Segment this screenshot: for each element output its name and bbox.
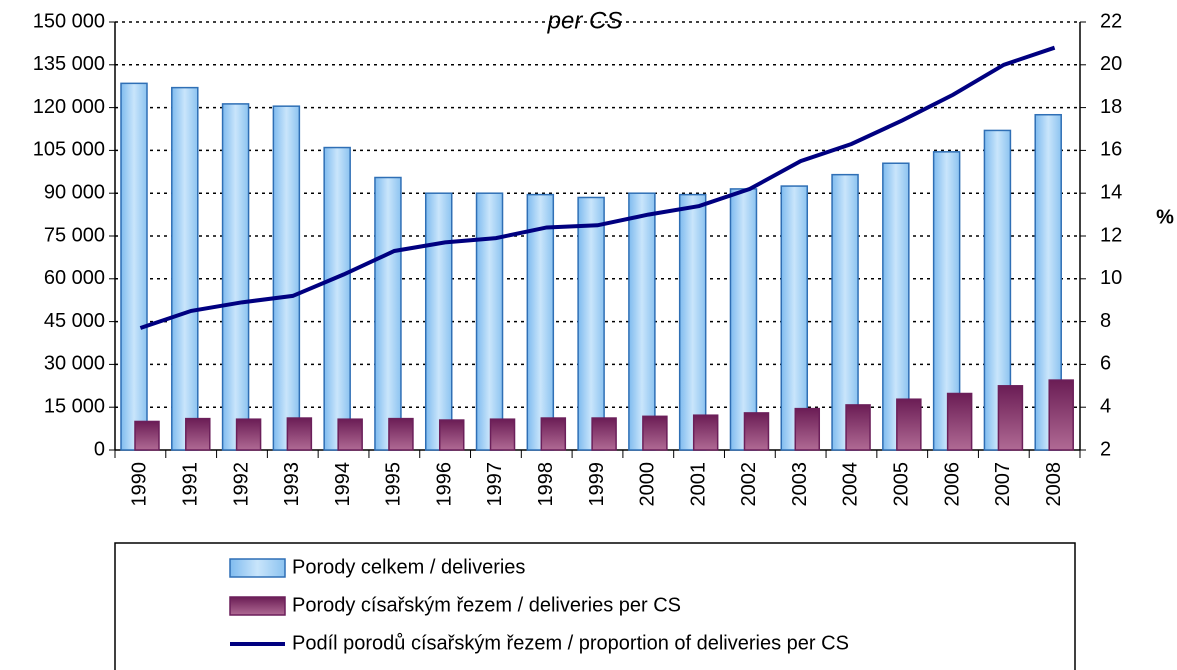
x-tick-label: 1999 xyxy=(586,462,608,507)
bar xyxy=(678,193,707,451)
bar xyxy=(374,176,402,451)
bar xyxy=(794,407,821,451)
bar xyxy=(489,418,516,451)
y2-tick-label: 8 xyxy=(1100,310,1111,332)
bar xyxy=(388,417,414,451)
bar xyxy=(845,404,871,451)
bar xyxy=(526,193,555,451)
y2-tick-label: 2 xyxy=(1100,438,1111,460)
y2-tick-label: 12 xyxy=(1100,224,1122,246)
x-tick-label: 1990 xyxy=(129,462,151,507)
bar xyxy=(591,417,617,451)
y2-tick-label: 10 xyxy=(1100,267,1122,289)
y-tick-label: 90 000 xyxy=(44,181,105,203)
bar xyxy=(120,82,148,451)
x-tick-label: 2005 xyxy=(891,462,913,507)
bar xyxy=(337,418,363,451)
y-tick-label: 75 000 xyxy=(44,224,105,246)
bar xyxy=(272,105,301,451)
y-tick-label: 120 000 xyxy=(33,96,105,118)
y-tick-label: 15 000 xyxy=(44,395,105,417)
bar xyxy=(1048,379,1074,451)
chart-title: per CS xyxy=(547,7,623,34)
x-tick-label: 2008 xyxy=(1043,462,1065,507)
x-tick-label: 1991 xyxy=(179,462,201,507)
bar xyxy=(946,392,973,451)
y2-axis-label: % xyxy=(1156,206,1174,228)
bar xyxy=(692,414,719,451)
bar xyxy=(185,417,211,451)
bar xyxy=(896,398,922,451)
x-tick-label: 2002 xyxy=(738,462,760,507)
legend-swatch xyxy=(229,596,286,616)
y2-tick-label: 20 xyxy=(1100,53,1122,75)
bar xyxy=(171,86,199,451)
x-tick-label: 1993 xyxy=(281,462,303,507)
bar xyxy=(235,418,262,451)
x-tick-label: 2000 xyxy=(637,462,659,507)
legend-label: Podíl porodů císařským řezem / proportio… xyxy=(292,632,849,654)
y-tick-label: 0 xyxy=(94,438,105,460)
bar xyxy=(286,417,313,451)
x-tick-label: 1998 xyxy=(535,462,557,507)
y-tick-label: 30 000 xyxy=(44,353,105,375)
bar xyxy=(577,196,605,451)
x-tick-label: 2003 xyxy=(789,462,811,507)
y-tick-label: 135 000 xyxy=(33,53,105,75)
bar xyxy=(831,173,859,451)
bar xyxy=(424,192,453,451)
x-tick-label: 2001 xyxy=(687,462,709,507)
bar xyxy=(134,420,160,451)
bar xyxy=(743,412,770,451)
y2-tick-label: 18 xyxy=(1100,96,1122,118)
x-tick-label: 2006 xyxy=(941,462,963,507)
bar xyxy=(997,385,1024,451)
bar xyxy=(221,103,250,451)
legend-label: Porody celkem / deliveries xyxy=(292,556,525,578)
bar xyxy=(628,192,656,451)
y2-tick-label: 16 xyxy=(1100,139,1122,161)
x-tick-label: 1996 xyxy=(433,462,455,507)
bar xyxy=(729,188,758,451)
bar xyxy=(323,146,351,451)
x-tick-label: 1992 xyxy=(230,462,252,507)
bar xyxy=(475,192,504,451)
line xyxy=(139,45,1056,330)
x-tick-label: 1995 xyxy=(383,462,405,507)
y-tick-label: 150 000 xyxy=(33,10,105,32)
bar xyxy=(438,419,465,451)
bar xyxy=(642,415,668,451)
bar xyxy=(540,417,567,451)
legend-label: Porody císařským řezem / deliveries per … xyxy=(292,594,681,616)
x-tick-label: 1997 xyxy=(484,462,506,507)
y2-tick-label: 14 xyxy=(1100,181,1122,203)
x-tick-label: 2007 xyxy=(992,462,1014,507)
x-tick-label: 1994 xyxy=(332,462,354,507)
bar xyxy=(780,185,809,451)
y-tick-label: 45 000 xyxy=(44,310,105,332)
y2-tick-label: 6 xyxy=(1100,353,1111,375)
legend-swatch xyxy=(229,558,286,578)
y2-tick-label: 4 xyxy=(1100,395,1111,417)
y-tick-label: 60 000 xyxy=(44,267,105,289)
x-tick-label: 2004 xyxy=(840,462,862,507)
y-tick-label: 105 000 xyxy=(33,139,105,161)
y2-tick-label: 22 xyxy=(1100,10,1122,32)
